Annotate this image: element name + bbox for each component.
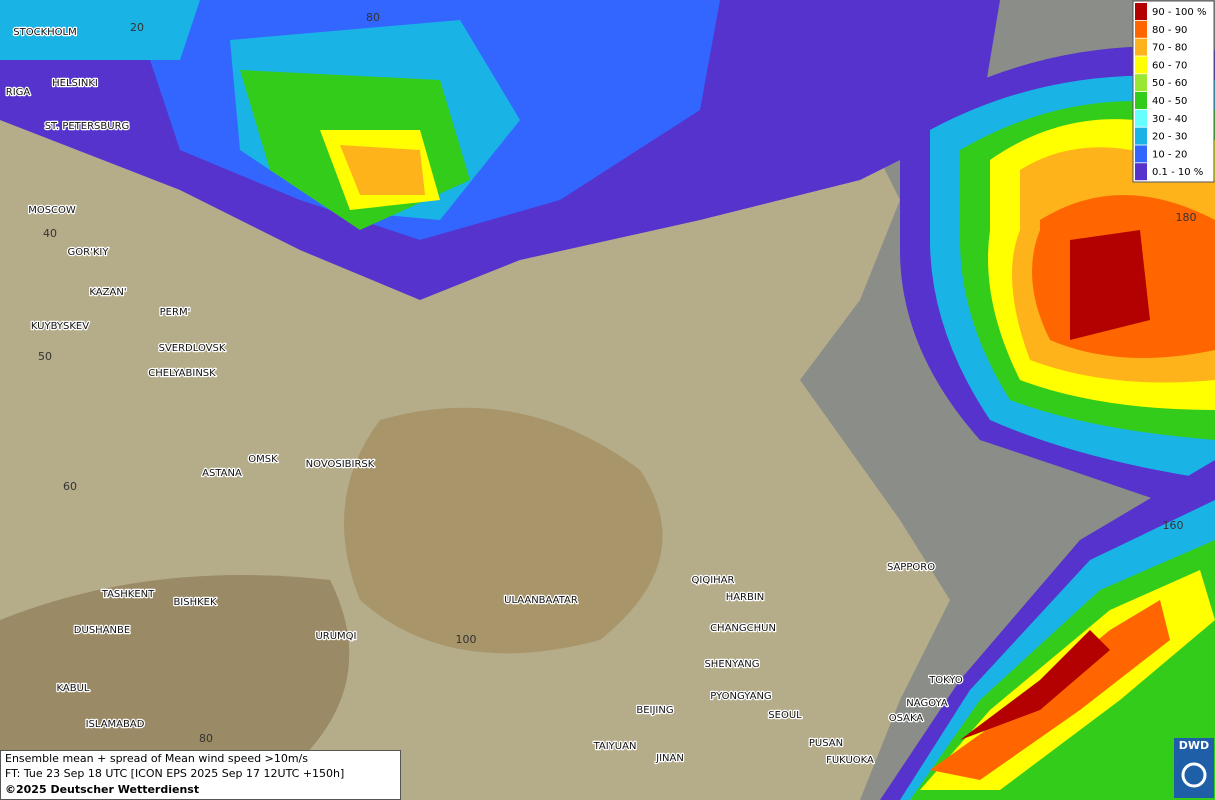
- city-label: MOSCOW: [28, 205, 76, 216]
- wind-area: [1070, 230, 1150, 340]
- city-label: BISHKEK: [173, 597, 217, 608]
- legend-swatch: [1135, 109, 1147, 127]
- city-label: JINAN: [655, 753, 684, 764]
- legend-swatch: [1135, 145, 1147, 163]
- city-label: PUSAN: [809, 738, 843, 749]
- grid-label: 100: [456, 633, 477, 646]
- city-label: SEOUL: [768, 710, 802, 721]
- legend-label: 0.1 - 10 %: [1152, 167, 1203, 178]
- city-label: CHELYABINSK: [148, 368, 216, 379]
- legend-swatch: [1135, 163, 1147, 181]
- legend-label: 70 - 80: [1152, 43, 1187, 54]
- city-label: PYONGYANG: [710, 691, 771, 702]
- grid-label: 180: [1176, 211, 1197, 224]
- city-label: CHANGCHUN: [710, 623, 776, 634]
- info-line: Ensemble mean + spread of Mean wind spee…: [5, 752, 308, 765]
- logo-text: DWD: [1179, 739, 1209, 752]
- wind-area: [0, 0, 200, 60]
- legend-label: 60 - 70: [1152, 60, 1187, 71]
- grid-label: 60: [63, 480, 77, 493]
- logo: DWD: [1174, 738, 1214, 798]
- city-label: ST. PETERSBURG: [45, 121, 130, 132]
- city-label: KAZAN': [89, 287, 126, 298]
- legend-label: 10 - 20: [1152, 149, 1187, 160]
- legend-swatch: [1135, 38, 1147, 56]
- grid-label: 20: [130, 21, 144, 34]
- legend-swatch: [1135, 92, 1147, 109]
- city-label: TAIYUAN: [593, 741, 637, 752]
- legend-swatch: [1135, 56, 1147, 74]
- legend-label: 20 - 30: [1152, 132, 1187, 143]
- legend: 90 - 100 % 80 - 90 70 - 80 60 - 70 50 - 60 40…: [1132, 0, 1215, 183]
- city-label: NAGOYA: [906, 698, 948, 709]
- legend-label: 30 - 40: [1152, 114, 1187, 125]
- city-label: HELSINKI: [52, 78, 98, 89]
- city-label: HARBIN: [726, 592, 765, 603]
- grid-label: 50: [38, 350, 52, 363]
- wind-area: [340, 145, 425, 195]
- city-label: DUSHANBE: [74, 625, 130, 636]
- city-label: PERM': [160, 307, 191, 318]
- labels: STOCKHOLM HELSINKI RIGA ST. PETERSBURG MOSCO…: [5, 11, 1197, 767]
- grid-label: 80: [366, 11, 380, 24]
- logo-box: [1174, 738, 1214, 798]
- terrain: [344, 407, 663, 654]
- legend-swatch: [1135, 20, 1147, 38]
- city-label: OSAKA: [889, 713, 924, 724]
- city-label: OMSK: [248, 454, 278, 465]
- wind-area: [960, 630, 1110, 740]
- city-label: KABUL: [57, 683, 90, 694]
- grid-label: 80: [199, 732, 213, 745]
- city-label: TOKYO: [928, 675, 963, 686]
- info-box: Ensemble mean + spread of Mean wind spee…: [0, 750, 401, 800]
- legend-label: 40 - 50: [1152, 96, 1187, 107]
- city-label: NOVOSIBIRSK: [306, 459, 375, 470]
- grid-label: 160: [1163, 519, 1184, 532]
- city-label: STOCKHOLM: [13, 27, 76, 38]
- city-label: BEIJING: [636, 705, 673, 716]
- city-label: KUYBYSKEV: [31, 321, 89, 332]
- legend-label: 50 - 60: [1152, 78, 1187, 89]
- info-line: ©2025 Deutscher Wetterdienst: [5, 783, 199, 796]
- city-label: SAPPORO: [887, 562, 935, 573]
- legend-label: 80 - 90: [1152, 25, 1187, 36]
- legend-label: 90 - 100 %: [1152, 7, 1206, 18]
- legend-swatch: [1135, 74, 1147, 92]
- city-label: ULAANBAATAR: [504, 595, 578, 606]
- logo-icon: [1181, 762, 1207, 788]
- city-label: SVERDLOVSK: [159, 343, 226, 354]
- city-label: SHENYANG: [704, 659, 759, 670]
- grid-label: 40: [43, 227, 57, 240]
- legend-swatch: [1135, 127, 1147, 145]
- city-label: RIGA: [6, 87, 31, 98]
- city-label: ASTANA: [202, 468, 242, 479]
- terrain: [0, 575, 350, 760]
- info-line: FT: Tue 23 Sep 18 UTC [ICON EPS 2025 Sep…: [5, 767, 344, 780]
- legend-swatch: [1135, 3, 1147, 20]
- city-label: QIQIHAR: [692, 575, 735, 586]
- city-label: GOR'KIY: [68, 247, 110, 258]
- city-label: FUKUOKA: [826, 755, 874, 766]
- city-label: ISLAMABAD: [86, 719, 145, 730]
- city-label: URUMQI: [315, 631, 356, 642]
- city-label: TASHKENT: [101, 589, 155, 600]
